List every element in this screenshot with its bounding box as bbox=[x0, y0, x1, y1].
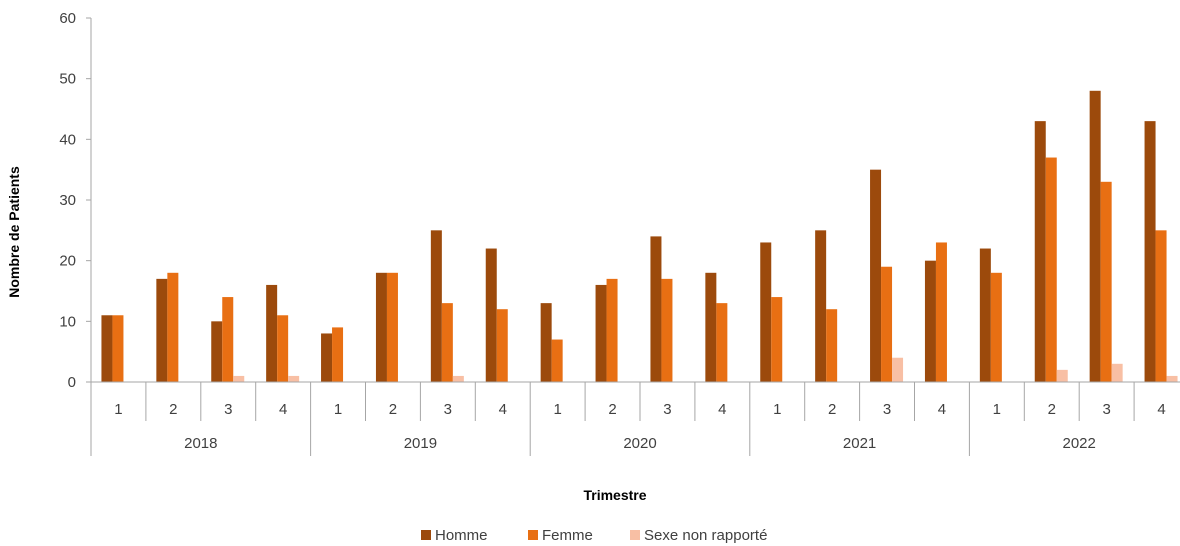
bar bbox=[924, 260, 936, 382]
quarter-label: 3 bbox=[444, 401, 452, 418]
bar bbox=[430, 230, 442, 382]
bar bbox=[288, 375, 300, 382]
quarter-label: 2 bbox=[828, 401, 836, 418]
bar bbox=[375, 272, 387, 382]
bar bbox=[321, 333, 333, 382]
y-tick-label: 60 bbox=[59, 10, 76, 27]
legend-label: Homme bbox=[435, 527, 488, 544]
bar bbox=[1155, 230, 1167, 382]
quarter-label: 1 bbox=[334, 401, 342, 418]
quarter-label: 2 bbox=[389, 401, 397, 418]
bar bbox=[1166, 375, 1178, 382]
year-label: 2020 bbox=[623, 435, 656, 452]
bar bbox=[485, 248, 497, 382]
quarter-label: 3 bbox=[224, 401, 232, 418]
quarter-label: 3 bbox=[663, 401, 671, 418]
quarter-label: 1 bbox=[114, 401, 122, 418]
bar bbox=[1045, 157, 1057, 382]
bar bbox=[595, 284, 607, 382]
y-axis-title: Nombre de Patients bbox=[6, 166, 22, 298]
bar bbox=[935, 242, 947, 382]
legend-label: Sexe non rapporté bbox=[644, 527, 767, 544]
y-tick-label: 40 bbox=[59, 131, 76, 148]
bar bbox=[452, 375, 464, 382]
y-tick-label: 50 bbox=[59, 71, 76, 88]
bar bbox=[211, 321, 223, 382]
quarter-label: 2 bbox=[1048, 401, 1056, 418]
bar bbox=[1111, 363, 1123, 382]
bar bbox=[650, 236, 662, 382]
x-axis: 1 2 3 4 1 2 3 4 1 2 3 4 1 2 3 4 1 2 3 4 2018 2019 2020 2021 2022 bbox=[90, 381, 1180, 456]
quarter-label: 1 bbox=[773, 401, 781, 418]
bar bbox=[1144, 121, 1156, 382]
year-label: 2018 bbox=[184, 435, 217, 452]
legend-swatch bbox=[630, 530, 640, 540]
bar bbox=[277, 315, 289, 382]
quarter-label: 1 bbox=[553, 401, 561, 418]
legend: Homme Femme Sexe non rapporté bbox=[421, 527, 767, 544]
quarter-label: 2 bbox=[169, 401, 177, 418]
legend-swatch bbox=[528, 530, 538, 540]
bar bbox=[101, 315, 113, 382]
bar bbox=[1034, 121, 1046, 382]
bar bbox=[551, 339, 563, 382]
bar bbox=[771, 297, 783, 382]
bar bbox=[760, 242, 772, 382]
y-tick-label: 20 bbox=[59, 253, 76, 270]
bar bbox=[496, 309, 508, 382]
year-label: 2022 bbox=[1063, 435, 1096, 452]
y-tick-label: 0 bbox=[68, 374, 76, 391]
bar bbox=[386, 272, 398, 382]
bar bbox=[332, 327, 344, 382]
bar bbox=[1089, 90, 1101, 383]
bar bbox=[826, 309, 838, 382]
quarter-label: 1 bbox=[993, 401, 1001, 418]
x-axis-title: Trimestre bbox=[583, 487, 646, 503]
y-tick-label: 10 bbox=[59, 313, 76, 330]
quarter-label: 4 bbox=[279, 401, 287, 418]
bar bbox=[606, 278, 618, 382]
bar bbox=[1100, 181, 1112, 382]
legend-swatch bbox=[421, 530, 431, 540]
bar bbox=[892, 357, 904, 382]
quarter-label: 4 bbox=[938, 401, 946, 418]
quarter-label: 4 bbox=[718, 401, 726, 418]
year-label: 2019 bbox=[404, 435, 437, 452]
bar bbox=[156, 278, 168, 382]
bar bbox=[870, 169, 882, 382]
quarter-label: 4 bbox=[499, 401, 507, 418]
bar bbox=[222, 297, 234, 382]
y-axis: 0 10 20 30 40 50 60 bbox=[59, 10, 92, 391]
bar bbox=[716, 303, 728, 382]
legend-label: Femme bbox=[542, 527, 593, 544]
year-label: 2021 bbox=[843, 435, 876, 452]
bar bbox=[990, 272, 1002, 382]
bar bbox=[979, 248, 991, 382]
bar bbox=[167, 272, 179, 382]
quarter-label: 3 bbox=[883, 401, 891, 418]
y-tick-label: 30 bbox=[59, 192, 76, 209]
bar bbox=[1056, 369, 1068, 382]
bar bbox=[815, 230, 827, 382]
quarter-label: 3 bbox=[1102, 401, 1110, 418]
quarter-label: 4 bbox=[1157, 401, 1165, 418]
bar bbox=[233, 375, 245, 382]
bar bbox=[266, 284, 278, 382]
bar bbox=[540, 303, 552, 382]
bar bbox=[881, 266, 893, 382]
bar bbox=[661, 278, 673, 382]
bar bbox=[112, 315, 124, 382]
bars bbox=[101, 90, 1178, 383]
bar bbox=[705, 272, 717, 382]
bar bbox=[441, 303, 453, 382]
quarter-label: 2 bbox=[608, 401, 616, 418]
